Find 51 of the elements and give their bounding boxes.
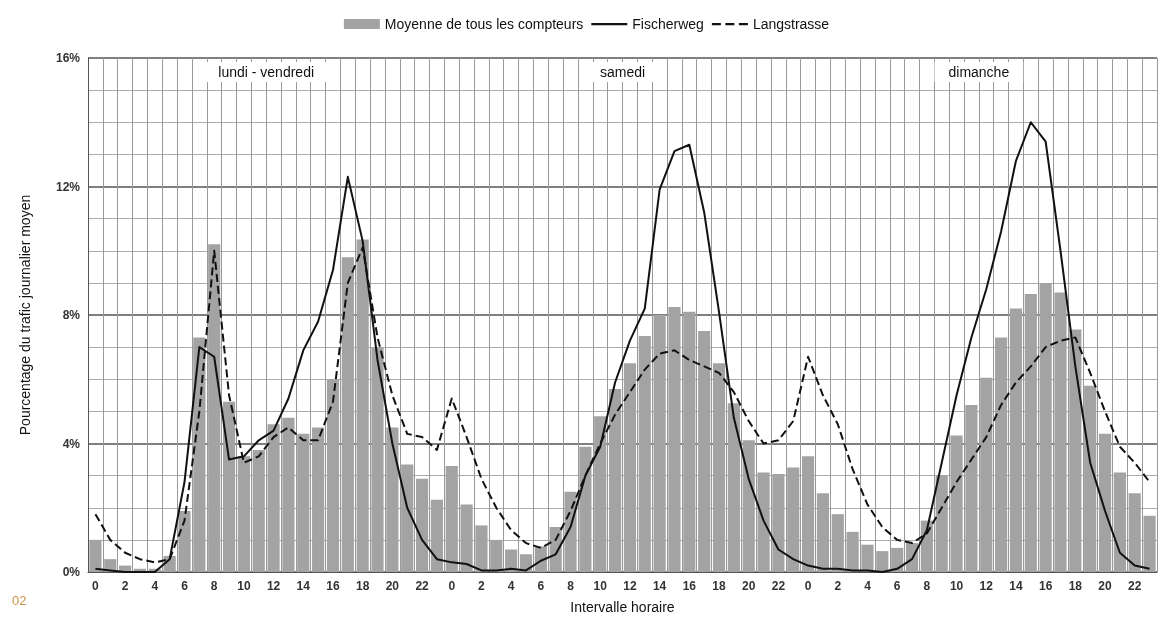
x-tick-label: 4 bbox=[507, 579, 515, 593]
x-tick-label: 14 bbox=[1009, 579, 1023, 593]
x-tick-label: 18 bbox=[355, 579, 370, 593]
x-tick-label: 14 bbox=[296, 579, 311, 593]
x-tick-label: 16 bbox=[1038, 579, 1053, 593]
annotation: dimanche bbox=[948, 64, 1010, 80]
x-tick-label: 4 bbox=[864, 579, 872, 593]
x-tick-label: 8 bbox=[210, 579, 218, 593]
text: 02 bbox=[12, 593, 27, 608]
legend-label: Fischerweg bbox=[632, 16, 704, 32]
x-tick-label: 12 bbox=[266, 579, 281, 593]
x-tick-label: 22 bbox=[1128, 579, 1142, 593]
annotation: samedi bbox=[599, 64, 646, 80]
x-tick-label: 10 bbox=[593, 579, 608, 593]
x-tick-label: 0 bbox=[804, 579, 812, 593]
x-tick-label: 18 bbox=[1068, 579, 1083, 593]
y-tick-label: 8% bbox=[62, 308, 81, 322]
x-tick-label: 0 bbox=[92, 579, 100, 593]
annotation: lundi - vendredi bbox=[218, 64, 315, 80]
x-tick-label: 20 bbox=[1098, 579, 1113, 593]
x-axis-title: Intervalle horaire bbox=[570, 599, 675, 615]
x-tick-label: 6 bbox=[893, 579, 901, 593]
x-tick-label: 10 bbox=[949, 579, 964, 593]
x-tick-label: 18 bbox=[712, 579, 726, 593]
x-tick-label: 20 bbox=[742, 579, 756, 593]
x-tick-label: 4 bbox=[151, 579, 159, 593]
x-tick-label: 6 bbox=[537, 579, 545, 593]
y-axis-title: Pourcentage du trafic journalier moyen bbox=[17, 194, 33, 436]
y-tick-label: 0% bbox=[62, 565, 81, 579]
x-tick-label: 8 bbox=[567, 579, 575, 593]
x-tick-label: 2 bbox=[478, 579, 486, 593]
x-tick-label: 22 bbox=[771, 579, 786, 593]
x-tick-label: 22 bbox=[415, 579, 430, 593]
x-tick-label: 12 bbox=[623, 579, 637, 593]
x-tick-label: 6 bbox=[181, 579, 189, 593]
x-tick-label: 8 bbox=[923, 579, 931, 593]
y-tick-label: 16% bbox=[55, 51, 81, 65]
x-tick-label: 16 bbox=[326, 579, 340, 593]
x-tick-label: 2 bbox=[834, 579, 842, 593]
x-tick-label: 16 bbox=[682, 579, 697, 593]
x-tick-label: 0 bbox=[448, 579, 456, 593]
x-tick-label: 2 bbox=[121, 579, 129, 593]
y-tick-label: 12% bbox=[55, 179, 81, 194]
legend-label: Moyenne de tous les compteurs bbox=[384, 16, 584, 32]
line-series bbox=[94, 121, 1151, 573]
legend-label: Langstrasse bbox=[752, 16, 830, 32]
x-tick-label: 14 bbox=[652, 579, 667, 593]
x-tick-label: 20 bbox=[385, 579, 400, 593]
x-tick-label: 12 bbox=[979, 579, 994, 593]
y-tick-label: 4% bbox=[62, 436, 81, 451]
x-tick-label: 10 bbox=[237, 579, 251, 593]
